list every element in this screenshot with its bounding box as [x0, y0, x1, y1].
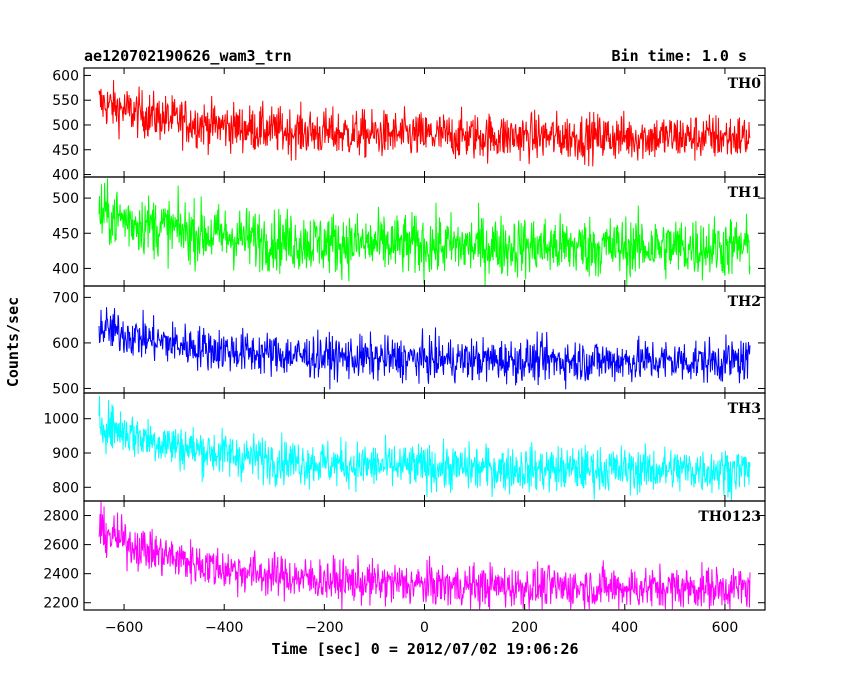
series-th2: [98, 307, 751, 390]
x-tick-label: −400: [205, 620, 243, 636]
x-tick-label: −600: [105, 620, 143, 636]
series-th0: [98, 80, 751, 167]
series-th3: [98, 395, 751, 501]
panel-label: TH1: [728, 185, 761, 201]
x-axis: −600 −400 −200 0 200 400 600: [105, 620, 738, 636]
x-tick-label: 600: [712, 620, 739, 636]
y-tick-label: 450: [52, 143, 79, 159]
y-tick-label: 450: [52, 226, 79, 242]
panel-label: TH2: [728, 294, 761, 310]
y-tick-label: 2600: [43, 538, 79, 554]
y-tick-label: 550: [52, 93, 79, 109]
panels: 400 450 500 550 600 TH0 400 450 500 TH1 500 600 700 T…: [43, 67, 766, 612]
panel-th3: 800 900 1000 TH3: [43, 392, 766, 502]
x-tick-label: 400: [611, 620, 638, 636]
series-th1: [98, 178, 751, 286]
y-tick-label: 600: [52, 68, 79, 84]
y-tick-label: 600: [52, 336, 79, 352]
y-tick-label: 500: [52, 118, 79, 134]
y-tick-label: 400: [52, 261, 79, 277]
panel-th1: 400 450 500 TH1: [52, 176, 766, 287]
x-tick-label: 0: [420, 620, 429, 636]
x-tick-label: 200: [511, 620, 538, 636]
panel-label: TH0: [728, 76, 762, 92]
y-tick-label: 400: [52, 168, 79, 184]
panel-th0: 400 450 500 550 600 TH0: [52, 67, 766, 184]
y-tick-label: 2800: [43, 509, 79, 525]
panel-th0123: 2200 2400 2600 2800 TH0123: [43, 500, 766, 612]
panel-label: TH0123: [698, 509, 761, 525]
y-tick-label: 2200: [43, 596, 79, 612]
panel-th2: 500 600 700 TH2: [52, 285, 766, 397]
y-tick-label: 1000: [43, 412, 79, 428]
y-axis-label: Counts/sec: [4, 297, 22, 387]
y-tick-label: 900: [52, 446, 79, 462]
bin-time-label: Bin time: 1.0 s: [612, 47, 747, 65]
series-th0123: [98, 501, 751, 610]
y-tick-label: 800: [52, 480, 79, 496]
y-tick-label: 2400: [43, 567, 79, 583]
x-axis-label: Time [sec] 0 = 2012/07/02 19:06:26: [271, 640, 578, 658]
y-tick-label: 700: [52, 290, 79, 306]
panel-label: TH3: [728, 401, 761, 417]
x-tick-label: −200: [305, 620, 343, 636]
chart-title: ae120702190626_wam3_trn: [84, 47, 292, 65]
y-tick-label: 500: [52, 191, 79, 207]
y-tick-label: 500: [52, 381, 79, 397]
